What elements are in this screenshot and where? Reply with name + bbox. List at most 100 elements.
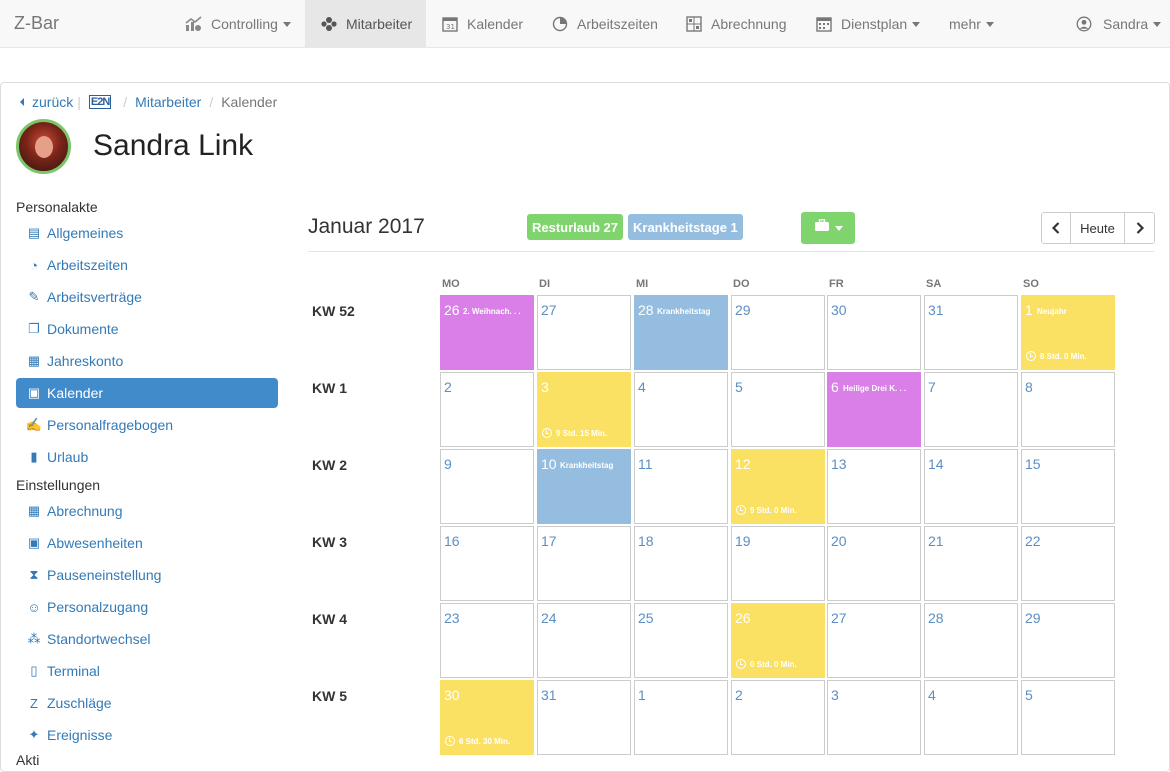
brand[interactable]: Z-Bar [14,13,59,33]
day-cell[interactable]: 26 0 Std. 0 Min. [731,603,825,678]
breadcrumb: zurück | E2N / Mitarbeiter / Kalender [20,94,277,110]
sidebar-item-jahreskonto[interactable]: ▦ Jahreskonto [16,346,278,376]
day-cell[interactable]: 20 [827,526,921,601]
sidebar-item-label: Arbeitszeiten [47,257,128,273]
work-hours: 0 Std. 0 Min. [736,659,797,669]
id-card-icon: ▤ [27,225,41,240]
day-cell[interactable]: 6 Heilige Drei K. . . [827,372,921,447]
day-cell[interactable]: 9 [440,449,534,524]
absence-dropdown-button[interactable] [801,212,855,244]
day-cell[interactable]: 8 [1021,372,1115,447]
sidebar-item-label: Personalzugang [47,599,149,615]
day-number: 7 [928,379,936,395]
day-cell[interactable]: 10 Krankheitstag [537,449,631,524]
nav-user-menu[interactable]: Sandra [1075,0,1162,48]
sidebar-item-zuschläge[interactable]: Z Zuschläge [16,688,278,718]
caret-left-icon[interactable] [20,98,24,106]
day-cell[interactable]: 2 [731,680,825,755]
sidebar-item-allgemeines[interactable]: ▤ Allgemeines [16,218,278,248]
nav-kalender[interactable]: 31 Kalender [441,0,523,48]
day-cell[interactable]: 30 [827,295,921,370]
nav-abrechnung[interactable]: Abrechnung [685,0,787,48]
day-cell[interactable]: 11 [634,449,728,524]
day-cell[interactable]: 31 [924,295,1018,370]
day-cell[interactable]: 1 Neujahr 8 Std. 0 Min. [1021,295,1115,370]
day-cell[interactable]: 28 Krankheitstag [634,295,728,370]
day-cell[interactable]: 16 [440,526,534,601]
day-cell[interactable]: 22 [1021,526,1115,601]
day-number: 27 [831,610,847,626]
sidebar-item-abwesenheiten[interactable]: ▣ Abwesenheiten [16,528,278,558]
day-number: 2 [444,379,452,395]
work-hours-text: 9 Std. 0 Min. [750,505,797,515]
day-cell[interactable]: 4 [924,680,1018,755]
day-cell[interactable]: 27 [827,603,921,678]
day-cell[interactable]: 4 [634,372,728,447]
day-cell[interactable]: 24 [537,603,631,678]
nav-dienstplan[interactable]: Dienstplan [815,0,921,48]
day-cell[interactable]: 29 [1021,603,1115,678]
day-cell[interactable]: 2 [440,372,534,447]
day-cell[interactable]: 17 [537,526,631,601]
sidebar-item-label: Jahreskonto [47,353,124,369]
svg-text:31: 31 [446,23,455,31]
day-cell[interactable]: 31 [537,680,631,755]
sidebar-item-arbeitsverträge[interactable]: ✎ Arbeitsverträge [16,282,278,312]
sidebar-item-personalfragebogen[interactable]: ✍ Personalfragebogen [16,410,278,440]
day-number: 31 [928,302,944,318]
today-button[interactable]: Heute [1071,213,1125,243]
nav-arbeitszeiten[interactable]: Arbeitszeiten [551,0,658,48]
back-link[interactable]: zurück [32,94,74,110]
week-number: KW 5 [312,688,347,704]
day-cell[interactable]: 21 [924,526,1018,601]
day-cell[interactable]: 18 [634,526,728,601]
day-cell[interactable]: 19 [731,526,825,601]
sidebar-item-label: Allgemeines [47,225,124,241]
day-cell[interactable]: 28 [924,603,1018,678]
day-cell[interactable]: 5 [731,372,825,447]
sidebar-item-terminal[interactable]: ▯ Terminal [16,656,278,686]
day-cell[interactable]: 3 [827,680,921,755]
day-cell[interactable]: 23 [440,603,534,678]
day-cell[interactable]: 1 [634,680,728,755]
briefcase-icon: ▮ [30,449,38,464]
day-cell[interactable]: 13 [827,449,921,524]
day-cell[interactable]: 5 [1021,680,1115,755]
day-cell[interactable]: 3 9 Std. 15 Min. [537,372,631,447]
day-cell[interactable]: 12 9 Std. 0 Min. [731,449,825,524]
day-cell[interactable]: 14 [924,449,1018,524]
day-cell[interactable]: 15 [1021,449,1115,524]
clock-icon [736,505,746,515]
controlling-icon [185,15,203,33]
day-number: 13 [831,456,847,472]
nav-controlling[interactable]: Controlling [185,0,291,48]
day-cell[interactable]: 25 [634,603,728,678]
prev-month-button[interactable] [1042,213,1071,243]
documents-icon: ❐ [28,321,40,336]
sidebar-item-standortwechsel[interactable]: ⁂ Standortwechsel [16,624,278,654]
nav-mitarbeiter[interactable]: Mitarbeiter [305,0,426,48]
nav-label: Controlling [211,16,278,32]
month-title: Januar 2017 [308,215,425,238]
personalakte-heading: Personalakte [16,199,98,215]
day-cell[interactable]: 29 [731,295,825,370]
day-cell[interactable]: 27 [537,295,631,370]
day-cell[interactable]: 7 [924,372,1018,447]
work-hours-text: 0 Std. 0 Min. [750,659,797,669]
sidebar-item-abrechnung[interactable]: ▦ Abrechnung [16,496,278,526]
sidebar-item-dokumente[interactable]: ❐ Dokumente [16,314,278,344]
sidebar-item-urlaub[interactable]: ▮ Urlaub [16,442,278,472]
nav-mehr[interactable]: mehr [949,0,994,48]
sidebar-item-personalzugang[interactable]: ☺ Personalzugang [16,592,278,622]
sidebar-item-ereignisse[interactable]: ✦ Ereignisse [16,720,278,750]
sidebar-item-kalender[interactable]: ▣ Kalender [16,378,278,408]
sidebar-item-pauseneinstellung[interactable]: ⧗ Pauseneinstellung [16,560,278,590]
sidebar-item-label: Terminal [47,663,100,679]
day-cell[interactable]: 30 6 Std. 30 Min. [440,680,534,755]
user-access-icon: ☺ [27,599,41,615]
sidebar-item-arbeitszeiten[interactable]: ◔ Arbeitszeiten [16,250,278,280]
next-month-button[interactable] [1125,213,1154,243]
day-cell[interactable]: 26 2. Weihnach. . . [440,295,534,370]
breadcrumb-mitarbeiter[interactable]: Mitarbeiter [135,94,202,110]
caret-down-icon [985,21,994,27]
